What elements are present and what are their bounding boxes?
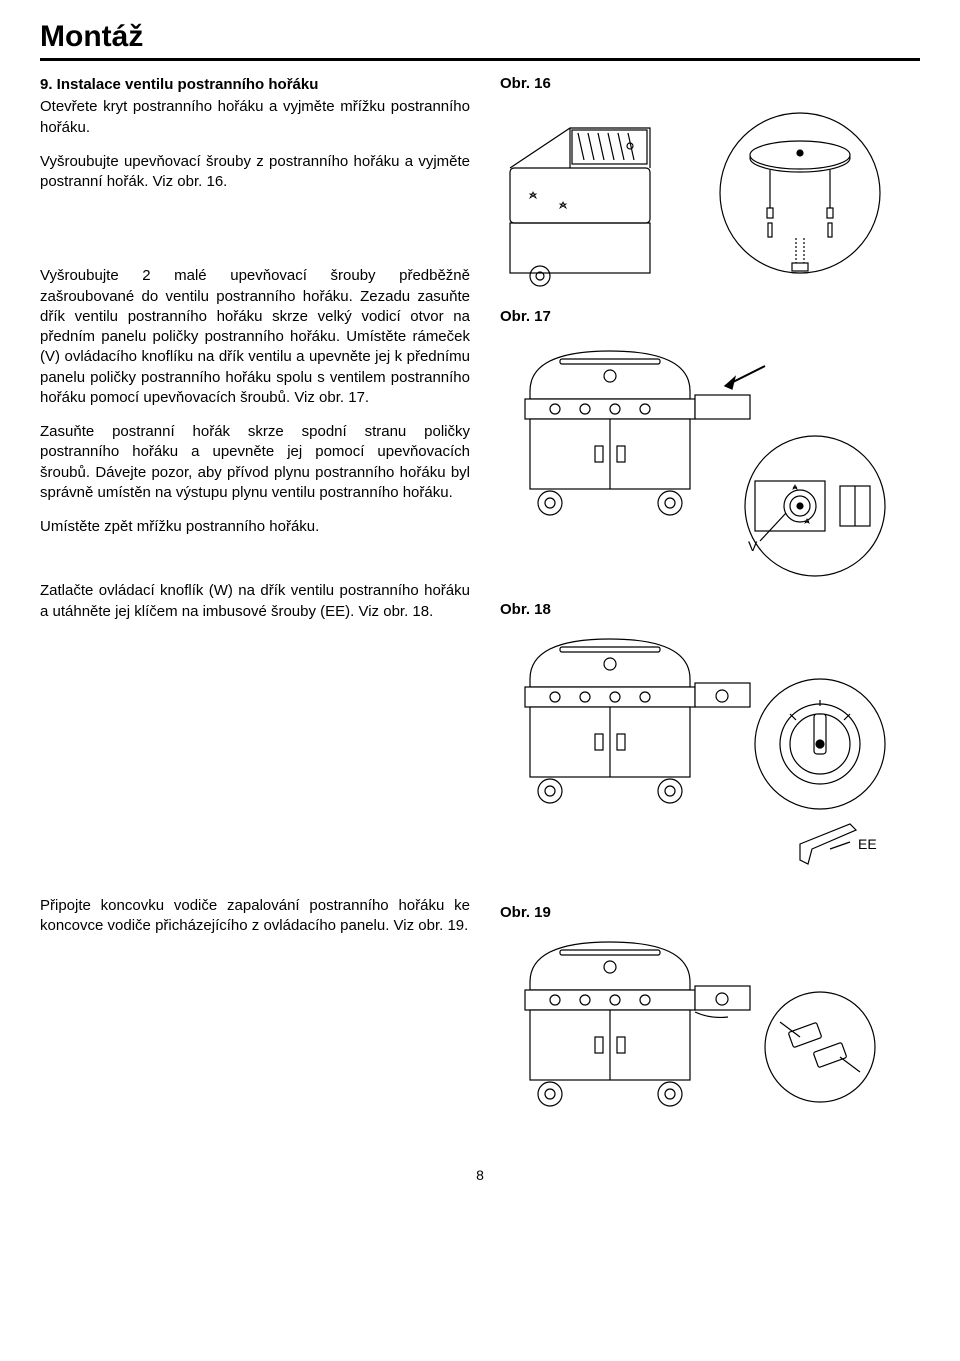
figure-16: Obr. 16 [500,75,890,288]
paragraph-7: Připojte koncovku vodiče zapalování post… [40,896,470,937]
figure-16-svg [500,98,890,288]
figure-18-label: Obr. 18 [500,601,890,618]
figure-17-svg: V [500,331,890,581]
paragraph-1: Otevřete kryt postranního hořáku a vyjmě… [40,97,470,138]
content-columns: 9. Instalace ventilu postranního hořáku … [40,75,920,1127]
figure-19-label: Obr. 19 [500,904,890,921]
figure-18: Obr. 18 [500,601,890,884]
figure-17: Obr. 17 [500,308,890,581]
callout-v: V [748,538,758,554]
page-title: Montáž [40,20,920,61]
step-heading: 9. Instalace ventilu postranního hořáku [40,75,470,95]
figure-16-label: Obr. 16 [500,75,890,92]
paragraph-5: Umístěte zpět mřížku postranního hořáku. [40,517,470,537]
page-number: 8 [40,1167,920,1183]
paragraph-2: Vyšroubujte upevňovací šrouby z postrann… [40,152,470,193]
figure-18-svg: EE [500,624,890,884]
text-column: 9. Instalace ventilu postranního hořáku … [40,75,470,1127]
paragraph-6: Zatlačte ovládací knoflík (W) na dřík ve… [40,581,470,622]
callout-ee: EE [858,836,877,852]
figure-17-label: Obr. 17 [500,308,890,325]
figure-column: Obr. 16 [500,75,920,1127]
figure-19-svg [500,927,890,1107]
paragraph-4: Zasuňte postranní hořák skrze spodní str… [40,422,470,503]
figure-19: Obr. 19 [500,904,890,1107]
paragraph-3: Vyšroubujte 2 malé upevňovací šrouby pře… [40,266,470,408]
